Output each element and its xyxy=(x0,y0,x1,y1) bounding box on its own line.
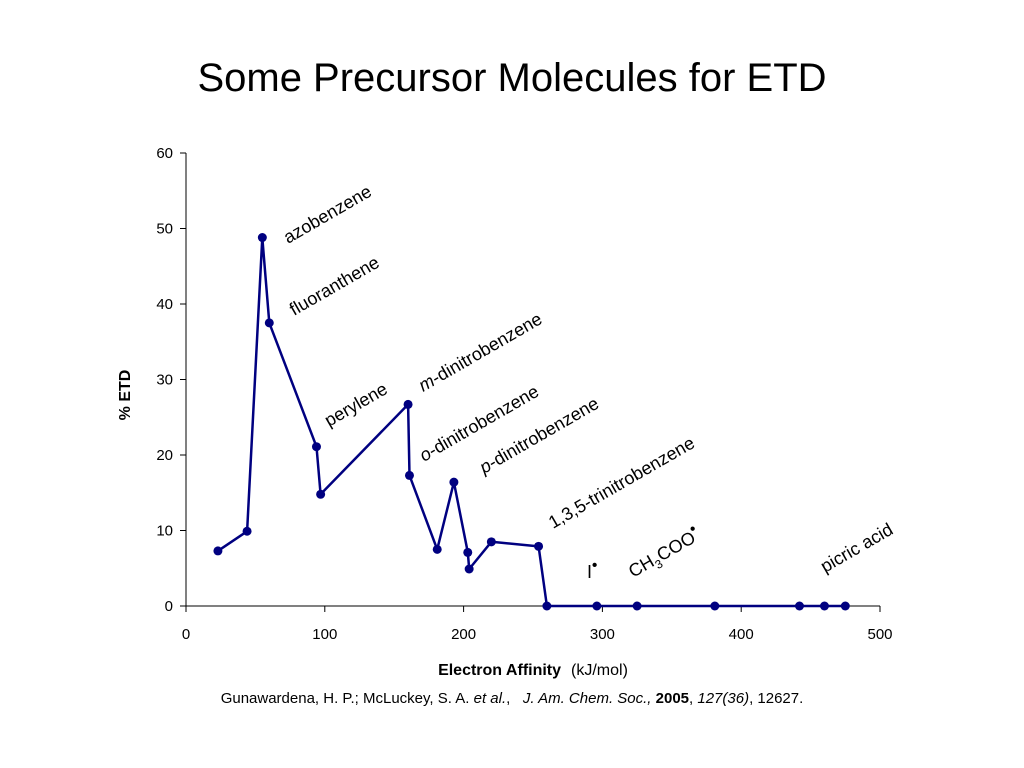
y-tick-label: 30 xyxy=(156,372,173,389)
data-point xyxy=(819,601,829,611)
data-point xyxy=(840,601,850,611)
citation: Gunawardena, H. P.; McLuckey, S. A. et a… xyxy=(220,690,804,707)
x-axis-label-name: Electron Affinity xyxy=(438,662,561,679)
axis-labels: Electron Affinity (kJ/mol) % ETD xyxy=(117,370,628,679)
molecule-label: azobenzene xyxy=(280,181,375,247)
citation-authors: Gunawardena, H. P.; McLuckey, S. A. xyxy=(220,690,470,707)
data-point xyxy=(432,544,442,554)
data-point xyxy=(710,601,720,611)
data-point xyxy=(242,526,252,536)
data-point xyxy=(463,547,473,557)
molecule-label-text: perylene xyxy=(321,379,391,431)
data-point xyxy=(486,537,496,547)
x-tick-label: 100 xyxy=(312,626,337,643)
molecule-label-text: azobenzene xyxy=(280,181,375,247)
molecule-label: CH3COO• xyxy=(623,520,706,585)
molecule-label-text: fluoranthene xyxy=(286,252,383,319)
citation-year: 2005 xyxy=(655,690,690,707)
citation-volume: 127(36) xyxy=(697,690,750,707)
etd-chart: 0 100 200 300 400 500 0 10 20 30 40 50 60 azobenzene… xyxy=(117,145,896,679)
data-point xyxy=(542,601,552,611)
data-point xyxy=(592,601,602,611)
citation-journal: J. Am. Chem. Soc., xyxy=(522,690,652,707)
data-point xyxy=(794,601,804,611)
molecule-label: picric acid xyxy=(817,519,896,576)
data-point xyxy=(264,318,274,328)
molecule-label: 1,3,5-trinitrobenzene xyxy=(545,433,698,533)
data-point xyxy=(257,233,267,243)
molecule-label: m-dinitrobenzene xyxy=(415,309,545,396)
data-point xyxy=(449,477,459,487)
x-tick-label: 200 xyxy=(451,626,476,643)
molecule-label-radical: • xyxy=(592,557,597,574)
slide-title: Some Precursor Molecules for ETD xyxy=(197,56,827,100)
data-point xyxy=(213,546,223,556)
x-tick-label: 300 xyxy=(590,626,615,643)
data-point xyxy=(316,489,326,499)
data-points xyxy=(213,233,850,611)
citation-pages: 12627. xyxy=(757,690,804,707)
molecule-label-text: CH xyxy=(625,551,658,581)
y-tick-label: 60 xyxy=(156,145,173,162)
y-tick-label: 40 xyxy=(156,296,173,313)
x-tick-label: 0 xyxy=(182,626,190,643)
data-point xyxy=(311,442,321,452)
molecule-label-text: -dinitrobenzene xyxy=(428,309,545,388)
data-point xyxy=(632,601,642,611)
data-point xyxy=(403,399,413,409)
molecule-label: perylene xyxy=(321,379,391,431)
data-point xyxy=(404,470,414,480)
y-axis-label: % ETD xyxy=(117,370,134,421)
molecule-label-text: picric acid xyxy=(817,519,896,576)
molecule-label-text: I xyxy=(587,562,592,582)
y-tick-label: 20 xyxy=(156,447,173,464)
y-tick-label: 0 xyxy=(165,598,173,615)
data-point xyxy=(464,564,474,574)
data-point xyxy=(534,541,544,551)
x-axis-label-unit: (kJ/mol) xyxy=(571,662,628,679)
y-tick-label: 10 xyxy=(156,523,173,540)
chart-axes: 0 100 200 300 400 500 0 10 20 30 40 50 60 xyxy=(156,145,892,643)
molecule-label: I• xyxy=(587,557,597,582)
x-axis-label: Electron Affinity (kJ/mol) xyxy=(438,662,628,679)
y-tick-label: 50 xyxy=(156,221,173,238)
x-tick-label: 500 xyxy=(867,626,892,643)
citation-etal: et al. xyxy=(473,690,507,707)
x-tick-label: 400 xyxy=(729,626,754,643)
molecule-label: fluoranthene xyxy=(286,252,383,319)
molecule-label-text: 1,3,5-trinitrobenzene xyxy=(545,433,698,533)
